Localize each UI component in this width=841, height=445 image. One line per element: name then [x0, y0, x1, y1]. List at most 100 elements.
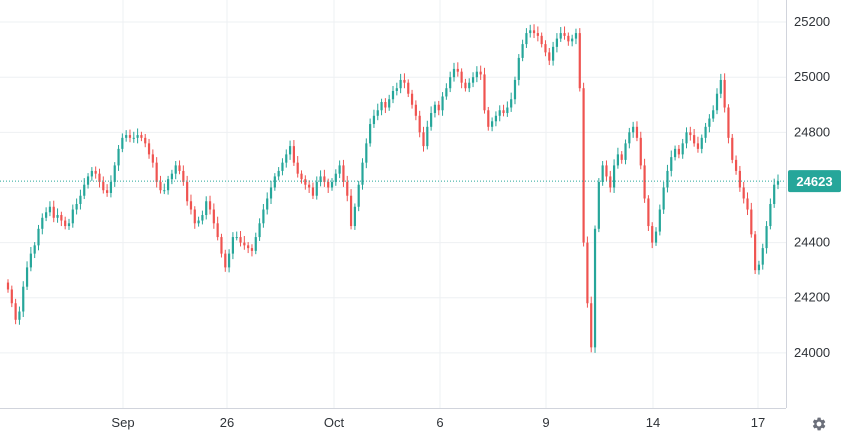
candle-body — [29, 253, 32, 268]
candle-body — [357, 184, 360, 207]
candle-body — [288, 146, 292, 155]
candle-body — [510, 99, 513, 108]
candle-body — [338, 165, 341, 174]
candle-body — [372, 115, 376, 125]
candle-body — [761, 248, 764, 265]
candle-body — [342, 165, 345, 182]
chart-settings-button[interactable] — [811, 416, 827, 432]
x-tick-label: 6 — [436, 415, 443, 430]
candle-body — [140, 135, 143, 138]
candle-body — [117, 148, 120, 166]
gear-icon — [812, 417, 826, 431]
candle-body — [464, 82, 467, 89]
candle-body — [212, 209, 215, 224]
candle-body — [410, 93, 414, 105]
candle-body — [41, 217, 44, 229]
candle-body — [498, 110, 501, 116]
candle-body — [677, 148, 680, 155]
candle-body — [128, 135, 132, 138]
candle-body — [715, 93, 719, 111]
candle-body — [612, 165, 616, 188]
x-tick-label: Sep — [111, 415, 134, 430]
candle-body — [380, 102, 383, 111]
candle-body — [491, 121, 494, 127]
candle-body — [79, 195, 82, 204]
candle-body — [311, 187, 315, 196]
candle-body — [121, 137, 124, 149]
candle-body — [673, 148, 677, 158]
candle-body — [586, 242, 589, 304]
candle-body — [654, 231, 658, 243]
candle-body — [506, 107, 509, 114]
candle-body — [155, 162, 158, 182]
candle-body — [605, 165, 608, 177]
candle-body — [559, 33, 562, 39]
candle-body — [750, 209, 753, 235]
candle-body — [532, 30, 536, 34]
candle-body — [696, 143, 700, 149]
last-price-label: 24623 — [796, 174, 832, 189]
candle-body — [765, 226, 768, 249]
candle-body — [689, 132, 692, 136]
candle-body — [601, 165, 604, 182]
candle-body — [258, 223, 261, 238]
candle-body — [536, 33, 539, 36]
candle-body — [441, 96, 444, 111]
candle-body — [106, 190, 109, 193]
candle-body — [235, 237, 238, 239]
y-tick-label: 24200 — [794, 290, 830, 305]
candle-body — [399, 79, 402, 89]
candle-body — [384, 102, 387, 108]
y-tick-label: 24400 — [794, 235, 830, 250]
candle-body — [319, 176, 322, 182]
candle-body — [334, 173, 337, 182]
candle-body — [144, 137, 147, 144]
candle-body — [254, 237, 257, 251]
candle-body — [422, 132, 425, 147]
candle-body — [738, 170, 741, 188]
candle-body — [98, 173, 101, 182]
candle-body — [513, 79, 517, 100]
candle-body — [60, 215, 63, 221]
candle-body — [45, 212, 48, 218]
candle-body — [776, 181, 780, 185]
candle-body — [182, 170, 185, 182]
candle-body — [483, 74, 486, 111]
candle-body — [639, 137, 642, 166]
candle-body — [323, 176, 326, 182]
candle-body — [742, 187, 745, 199]
candle-body — [475, 71, 478, 78]
candle-body — [628, 132, 631, 144]
candle-body — [704, 126, 707, 138]
candle-body — [708, 118, 711, 127]
candle-body — [86, 176, 90, 185]
candle-body — [52, 206, 55, 218]
candle-body — [670, 157, 673, 171]
candle-body — [6, 282, 10, 290]
candle-body — [643, 165, 646, 199]
candle-body — [353, 206, 356, 227]
candle-body — [285, 154, 288, 163]
candle-body — [281, 162, 284, 171]
candle-body — [494, 115, 498, 122]
candle-body — [201, 215, 204, 221]
candle-body — [525, 33, 528, 45]
candle-body — [178, 165, 181, 171]
x-tick-label: Oct — [324, 415, 345, 430]
candle-body — [102, 181, 105, 191]
candle-body — [723, 79, 726, 108]
candle-body — [166, 179, 170, 191]
candle-body — [544, 44, 547, 53]
candle-body — [71, 209, 74, 224]
candle-body — [471, 77, 475, 83]
candle-body — [609, 176, 612, 188]
candle-body — [746, 198, 749, 210]
candle-body — [327, 181, 330, 188]
candle-body — [273, 176, 276, 188]
candle-body — [620, 154, 623, 160]
candle-body — [174, 165, 177, 174]
candle-body — [14, 303, 17, 320]
candle-body — [445, 88, 448, 97]
candle-body — [197, 220, 200, 224]
